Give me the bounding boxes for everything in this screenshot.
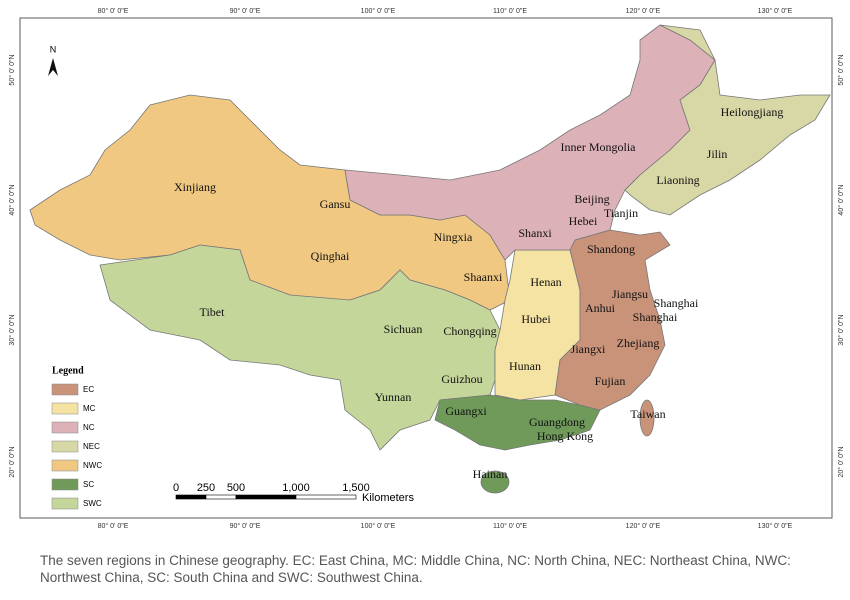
province-label: Guangdong <box>529 415 585 429</box>
scale-tick-label: 0 <box>173 482 179 494</box>
graticule-label: 120° 0' 0"E <box>626 522 661 530</box>
legend-label: NWC <box>83 461 102 470</box>
province-label: Anhui <box>585 301 616 315</box>
province-label: Ningxia <box>434 230 473 244</box>
province-label: Qinghai <box>311 249 350 263</box>
scale-segment <box>295 494 357 500</box>
province-label: Shanxi <box>518 226 552 240</box>
legend-swatch <box>51 497 79 510</box>
graticule-label: 40° 0' 0"N <box>837 184 845 215</box>
region-ec-taiwan <box>639 399 655 437</box>
graticule-label: 80° 0' 0"E <box>98 7 129 15</box>
province-label: Zhejiang <box>617 336 660 350</box>
legend-swatch <box>51 402 79 415</box>
scale-segment <box>235 494 297 500</box>
province-label: Liaoning <box>656 173 699 187</box>
legend-swatch <box>51 459 79 472</box>
graticule-label: 110° 0' 0"E <box>493 7 527 15</box>
scale-tick-label: 500 <box>227 482 245 494</box>
north-label: N <box>50 44 57 54</box>
province-label: Beijing <box>574 192 609 206</box>
region-sc <box>434 394 601 451</box>
north-arrow-shape <box>48 58 58 76</box>
province-label: Jilin <box>707 147 728 161</box>
legend-swatch <box>51 383 79 396</box>
province-label: Heilongjiang <box>721 105 784 119</box>
graticule-label: 100° 0' 0"E <box>361 522 396 530</box>
regions <box>29 24 831 494</box>
province-label: Hunan <box>509 359 541 373</box>
province-label: Taiwan <box>630 407 665 421</box>
province-label: Tianjin <box>604 206 638 220</box>
legend-swatch <box>51 421 79 434</box>
province-label: Shaanxi <box>464 270 503 284</box>
graticule-label: 30° 0' 0"N <box>8 314 16 345</box>
legend: Legend EC MC NC NEC NWC SC SWC <box>51 365 102 510</box>
legend-label: MC <box>83 404 96 413</box>
region-sc-hainan <box>480 470 510 494</box>
province-label: Hubei <box>521 312 551 326</box>
legend-label: SC <box>83 480 94 489</box>
province-label: Tibet <box>200 305 226 319</box>
legend-title: Legend <box>52 365 84 376</box>
scale-unit: Kilometers <box>362 492 414 504</box>
region-ec <box>554 229 671 411</box>
graticule-label: 90° 0' 0"E <box>230 522 261 530</box>
province-label: Guangxi <box>445 404 487 418</box>
province-label: Yunnan <box>375 390 412 404</box>
province-label: Hainan <box>473 467 508 481</box>
scale-tick-label: 1,000 <box>282 482 310 494</box>
graticule-label: 120° 0' 0"E <box>626 7 661 15</box>
graticule-label: 130° 0' 0"E <box>758 522 793 530</box>
province-label: Hebei <box>569 214 598 228</box>
province-label: Inner Mongolia <box>561 140 637 154</box>
province-label: Sichuan <box>384 322 423 336</box>
scale-tick-label: 1,500 <box>342 482 370 494</box>
graticule-label: 40° 0' 0"N <box>8 184 16 215</box>
graticule-label: 50° 0' 0"N <box>837 54 845 85</box>
graticule-label: 50° 0' 0"N <box>8 54 16 85</box>
graticule-label: 80° 0' 0"E <box>98 522 129 530</box>
scale-segment <box>175 494 207 500</box>
graticule-label: 20° 0' 0"N <box>837 446 845 477</box>
legend-swatch <box>51 478 79 491</box>
province-label: Jiangsu <box>612 287 648 301</box>
province-label: Gansu <box>320 197 351 211</box>
province-label: Jiangxi <box>571 342 606 356</box>
province-label: Shandong <box>587 242 635 256</box>
graticule-label: 130° 0' 0"E <box>758 7 793 15</box>
province-label: Henan <box>530 275 561 289</box>
graticule-label: 20° 0' 0"N <box>8 446 16 477</box>
region-nec <box>624 24 831 216</box>
province-label: Shanghai <box>633 310 678 324</box>
legend-swatch <box>51 440 79 453</box>
map: N Legend EC MC NC NEC NWC SC SWC 0 250 500 1,000 1… <box>8 7 845 530</box>
scale-segment <box>205 494 237 500</box>
graticule-label: 110° 0' 0"E <box>493 522 527 530</box>
caption: The seven regions in Chinese geography. … <box>40 553 791 585</box>
province-label: Hong Kong <box>537 429 593 443</box>
graticule-label: 100° 0' 0"E <box>361 7 396 15</box>
province-label: Shanghai <box>654 296 699 310</box>
north-arrow: N <box>48 44 58 76</box>
province-label: Guizhou <box>441 372 482 386</box>
legend-label: NC <box>83 423 95 432</box>
province-label: Fujian <box>595 374 626 388</box>
scale-tick-label: 250 <box>197 482 215 494</box>
graticule-label: 30° 0' 0"N <box>837 314 845 345</box>
graticule-label: 90° 0' 0"E <box>230 7 261 15</box>
province-label: Chongqing <box>443 324 496 338</box>
legend-label: SWC <box>83 499 102 508</box>
province-label: Xinjiang <box>174 180 216 194</box>
legend-label: NEC <box>83 442 100 451</box>
legend-label: EC <box>83 385 94 394</box>
